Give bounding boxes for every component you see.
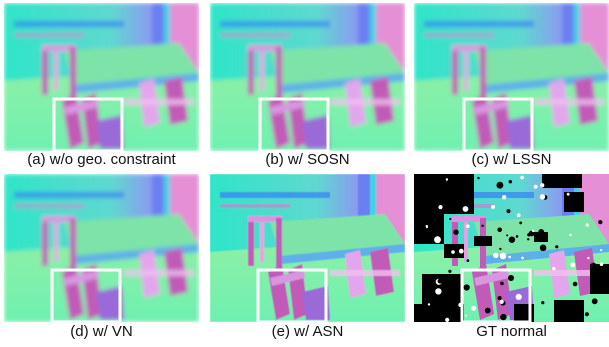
normal-map-scene [210, 3, 405, 151]
normal-map-scene [4, 3, 199, 151]
caption-a: (a) w/o geo. constraint [27, 151, 176, 168]
panel-d [4, 174, 199, 322]
panel-e [210, 174, 405, 322]
caption-b: (b) w/ SOSN [265, 151, 350, 168]
panel-c [414, 3, 609, 151]
normal-map-scene [210, 174, 405, 322]
caption-c: (c) w/ LSSN [471, 151, 552, 168]
caption-e: (e) w/ ASN [271, 323, 344, 340]
panel-a [4, 3, 199, 151]
normal-map-scene [4, 174, 199, 322]
highlight-box [460, 268, 532, 322]
highlight-box [50, 268, 122, 322]
caption-d: (d) w/ VN [70, 323, 133, 340]
normal-map-scene [414, 3, 609, 151]
panel-f [414, 174, 609, 322]
highlight-box [256, 268, 328, 322]
panel-b [210, 3, 405, 151]
highlight-box [52, 97, 124, 151]
caption-f: GT normal [476, 323, 547, 340]
highlight-box [258, 97, 330, 151]
highlight-box [462, 97, 534, 151]
